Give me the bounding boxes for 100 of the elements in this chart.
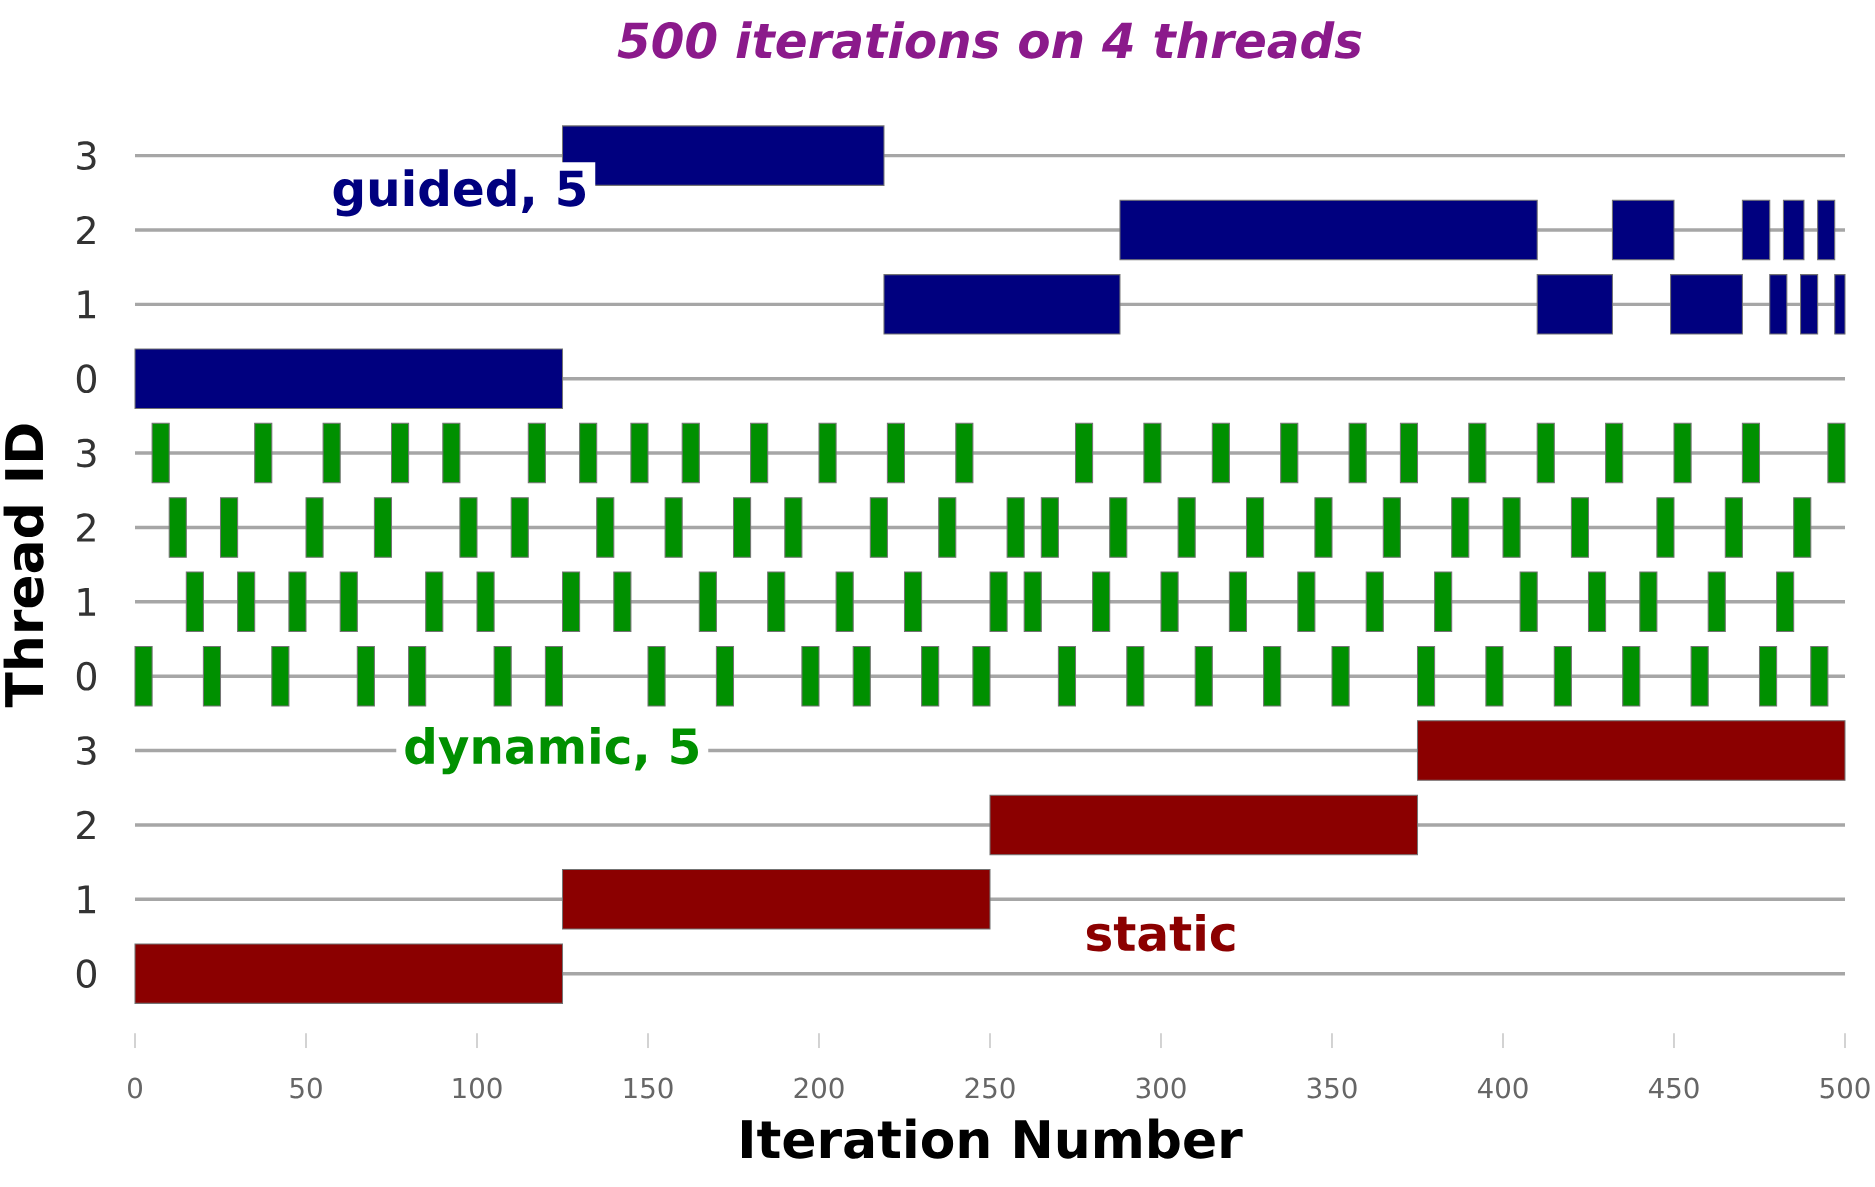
bar [1793,497,1812,558]
bar [527,422,546,484]
bar [989,571,1008,633]
bar [1587,571,1607,633]
bar [630,422,649,484]
bar [1741,422,1761,484]
bar [493,645,512,707]
bar [1690,645,1709,707]
bar [1382,497,1401,558]
bar [1331,645,1350,707]
bar [1160,571,1179,633]
bar [134,348,564,409]
bar [750,422,769,484]
bar [1211,422,1230,484]
bar [835,571,854,633]
bar [818,422,837,484]
bar [955,422,974,484]
bar [510,497,529,558]
bar [1263,645,1282,707]
bar [1119,199,1538,261]
bar [1074,422,1094,484]
bar [561,571,581,633]
bar [1057,645,1077,707]
bar [544,645,564,707]
bar [476,571,495,633]
bar [647,645,666,707]
bar [1622,645,1641,707]
bar [1519,571,1538,633]
bar [938,497,957,558]
bar [1416,720,1846,781]
bar [1177,497,1196,558]
bar [1502,497,1521,558]
bar [1314,497,1333,558]
bar [1109,497,1128,558]
bar [1536,422,1555,484]
x-tick-label: 200 [794,1077,844,1099]
bar [886,422,906,484]
bar [134,943,564,1004]
bar [1126,645,1145,707]
bar [1434,571,1453,633]
x-tick-label: 300 [1136,1077,1186,1099]
bar [801,645,820,707]
bar [1280,422,1299,484]
x-tick-label: 400 [1477,1077,1528,1099]
chart-title: 500 iterations on 4 threads [617,21,1362,59]
bar [1758,645,1778,707]
bar [219,497,239,558]
bar [339,571,358,633]
bar [1707,571,1726,633]
annotation: guided, 5 [333,169,585,217]
bar [1810,645,1829,707]
bar [1468,422,1487,484]
bar [1245,497,1265,558]
bar [921,645,940,707]
bar [373,497,393,558]
bar [271,645,290,707]
bar [681,422,700,484]
bar [1673,422,1692,484]
bar [852,645,871,707]
bar [202,645,222,707]
y-tick-label: 3 [77,141,96,171]
bar [1365,571,1384,633]
bar [442,422,461,484]
bar [356,645,375,707]
bar [322,422,341,484]
y-tick-label: 0 [76,364,97,394]
bar [390,422,410,484]
bar [254,422,273,484]
bar [288,571,307,633]
y-tick-label: 1 [78,587,96,616]
bar [408,645,427,707]
bar [1776,571,1795,633]
bar [1605,422,1624,484]
bar [1570,497,1590,558]
bar [1297,571,1316,633]
bar [1092,571,1111,633]
bar [732,497,752,558]
bar [1827,422,1846,484]
bar [425,571,444,633]
y-tick-label: 2 [77,810,95,840]
bar [784,497,803,558]
x-tick-label: 150 [624,1077,673,1099]
bar [1143,422,1162,484]
x-tick-label: 100 [453,1077,502,1099]
y-axis-title: Thread ID [3,424,44,708]
bar [237,571,256,633]
bar [459,497,478,558]
bar [1451,497,1470,558]
bar [869,497,888,558]
bar [698,571,717,633]
bar [767,571,786,633]
bar [1348,422,1367,484]
bar [1006,497,1025,558]
y-tick-label: 2 [77,513,95,542]
annotation: dynamic, 5 [405,726,698,775]
bar [1194,645,1213,707]
bar [1023,571,1042,633]
bar [579,422,598,484]
bar [664,497,683,558]
bar [1228,571,1248,633]
